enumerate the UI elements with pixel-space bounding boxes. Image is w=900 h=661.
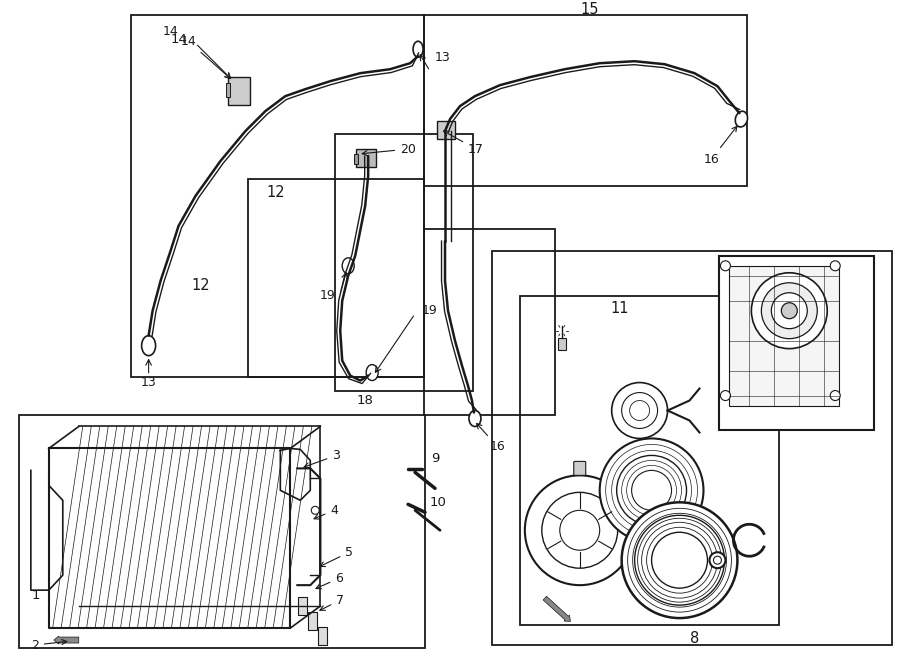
Bar [424, 15, 747, 186]
Circle shape [599, 438, 704, 542]
Text: 14: 14 [170, 33, 187, 46]
Bar [335, 134, 473, 391]
FancyArrow shape [543, 596, 571, 621]
Text: 11: 11 [610, 301, 629, 316]
Circle shape [830, 261, 841, 271]
Bar [319, 627, 328, 645]
Circle shape [752, 273, 827, 348]
Bar [520, 295, 779, 625]
Text: 15: 15 [580, 2, 599, 17]
Text: 13: 13 [435, 51, 451, 63]
Text: 2: 2 [31, 639, 67, 652]
Circle shape [721, 391, 731, 401]
Circle shape [542, 492, 617, 568]
Circle shape [616, 455, 687, 525]
Bar [229, 77, 250, 105]
Circle shape [714, 556, 722, 564]
Bar [492, 251, 892, 645]
Circle shape [632, 471, 671, 510]
Bar [719, 256, 874, 430]
Text: 14: 14 [181, 35, 230, 79]
Ellipse shape [469, 410, 481, 426]
Circle shape [761, 283, 817, 338]
Bar [248, 179, 424, 377]
Ellipse shape [366, 365, 378, 381]
Bar [298, 597, 307, 615]
Circle shape [652, 532, 707, 588]
Text: 19: 19 [422, 304, 438, 317]
Text: 12: 12 [191, 278, 210, 293]
Circle shape [709, 552, 725, 568]
FancyArrow shape [54, 636, 79, 644]
Circle shape [612, 383, 668, 438]
Circle shape [771, 293, 807, 329]
Ellipse shape [141, 336, 156, 356]
Circle shape [525, 475, 634, 585]
Text: 6: 6 [316, 572, 343, 589]
Ellipse shape [735, 111, 748, 127]
Text: 14: 14 [163, 24, 178, 38]
Text: 8: 8 [690, 631, 699, 646]
Bar [227, 83, 230, 97]
Circle shape [721, 261, 731, 271]
Text: 16: 16 [704, 126, 737, 165]
Text: 3: 3 [304, 449, 340, 468]
Ellipse shape [342, 258, 355, 274]
Text: 19: 19 [320, 290, 335, 302]
Text: 10: 10 [429, 496, 446, 509]
Bar [437, 121, 455, 139]
Text: 5: 5 [320, 546, 353, 566]
Text: 16: 16 [477, 424, 506, 453]
Bar [424, 229, 554, 416]
Bar [19, 416, 425, 648]
Text: 1: 1 [32, 589, 40, 602]
Text: 18: 18 [356, 394, 374, 407]
Bar [309, 612, 318, 630]
Circle shape [622, 502, 737, 618]
Circle shape [311, 506, 320, 514]
Bar [130, 15, 424, 377]
Circle shape [560, 510, 599, 550]
Text: 4: 4 [314, 504, 338, 519]
Text: 20: 20 [362, 143, 416, 155]
Circle shape [634, 516, 725, 605]
FancyBboxPatch shape [573, 461, 586, 475]
Text: 12: 12 [266, 186, 284, 200]
Text: 17: 17 [444, 131, 484, 155]
Ellipse shape [413, 41, 423, 58]
Text: 9: 9 [431, 452, 439, 465]
Circle shape [781, 303, 797, 319]
Bar [355, 154, 358, 164]
Text: 7: 7 [320, 594, 344, 610]
Text: 13: 13 [140, 376, 157, 389]
Circle shape [622, 393, 658, 428]
Bar [729, 266, 839, 405]
Circle shape [830, 391, 841, 401]
Circle shape [630, 401, 650, 420]
Bar [356, 149, 376, 167]
Bar [558, 338, 566, 350]
